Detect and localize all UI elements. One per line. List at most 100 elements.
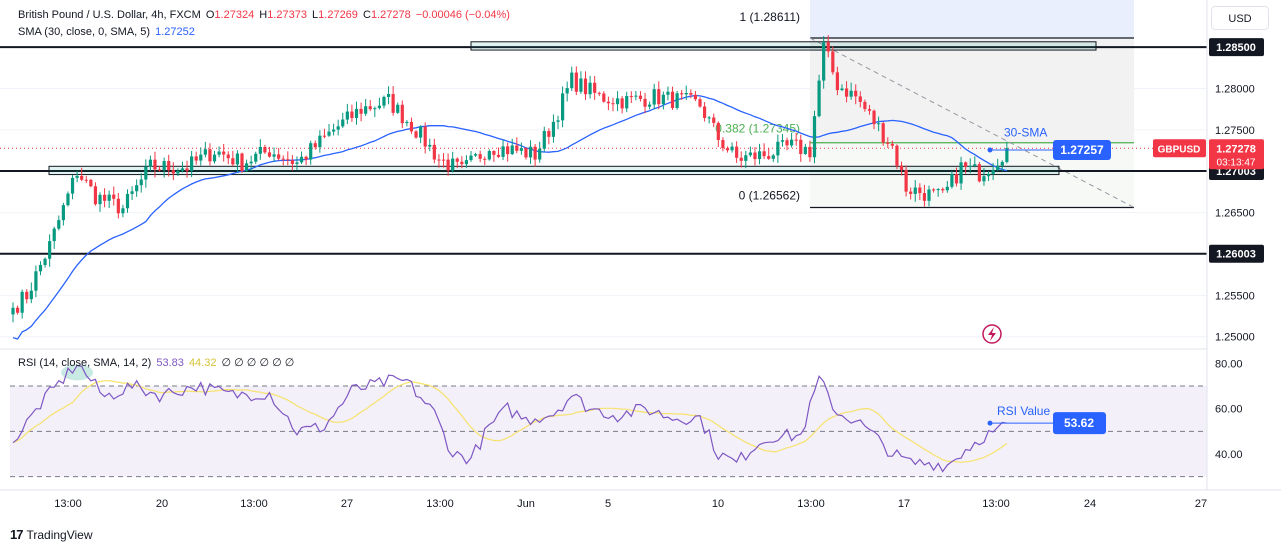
candle-body xyxy=(519,148,523,151)
rsi-overbought-highlight xyxy=(61,364,94,381)
last-price-tag-bg xyxy=(1209,139,1264,170)
candle-body xyxy=(277,154,281,159)
legend-low: 1.27269 xyxy=(318,9,358,21)
candle-body xyxy=(244,163,249,172)
time-tick-label: 13:00 xyxy=(240,498,268,510)
candle-body xyxy=(171,170,175,174)
candle-body xyxy=(25,291,29,300)
candle-body xyxy=(162,160,166,171)
candle-body xyxy=(112,194,116,199)
resistance-zone xyxy=(470,41,1097,51)
rsi-line xyxy=(12,364,1008,473)
candle-body xyxy=(437,159,441,161)
candle-body xyxy=(107,194,111,201)
candle-body xyxy=(185,168,189,171)
time-tick-label: 24 xyxy=(1084,498,1096,510)
candles xyxy=(11,35,1009,323)
candle-body xyxy=(606,101,610,104)
candle-body xyxy=(771,155,775,159)
candle-body xyxy=(364,106,368,114)
candle-body xyxy=(281,158,285,160)
candle-body xyxy=(799,139,803,154)
candle-body xyxy=(812,116,817,158)
candle-body xyxy=(290,160,294,164)
price-tick-label: 1.28000 xyxy=(1215,84,1255,96)
candle-body xyxy=(309,143,313,160)
candle-body xyxy=(295,162,299,164)
time-tick-label: 13:00 xyxy=(426,498,454,510)
candle-body xyxy=(964,162,968,167)
candle-body xyxy=(725,148,730,151)
candle-body xyxy=(405,121,409,124)
candle-body xyxy=(396,104,400,113)
candle-body xyxy=(895,145,899,166)
candle-body xyxy=(414,131,418,138)
candle-body xyxy=(400,104,404,124)
candle-body xyxy=(327,131,331,136)
candle-body xyxy=(483,158,487,160)
currency-button[interactable]: USD xyxy=(1211,6,1269,30)
candle-body xyxy=(157,169,162,171)
candle-body xyxy=(409,121,414,132)
candle-body xyxy=(103,194,107,201)
rsi-axis[interactable]: 80.00 60.00 40.00 xyxy=(1215,358,1243,461)
legend-rsi-label[interactable]: RSI (14, close, SMA, 14, 2) xyxy=(18,357,152,369)
legend-rsi-ma-value: 44.32 xyxy=(188,357,217,369)
candle-body xyxy=(332,129,336,132)
candle-body xyxy=(822,42,826,81)
candle-body xyxy=(43,258,47,265)
price-axis[interactable]: 1.25000 1.25500 1.26500 1.27500 1.28000 1.285… xyxy=(1153,38,1264,344)
candle-body xyxy=(61,205,65,221)
candle-body xyxy=(135,185,139,192)
fib-trend-line xyxy=(809,37,1135,208)
candle-body xyxy=(968,165,972,167)
fibonacci-zone: 1 (1.28611) 0.382 (1.27345) 0 (1.26562) xyxy=(715,0,1135,209)
candle-body xyxy=(794,139,798,141)
legend-high-label: H xyxy=(259,9,268,21)
candle-body xyxy=(561,93,565,121)
candle-body xyxy=(501,146,505,157)
candle-body xyxy=(11,307,15,315)
candle-body xyxy=(48,241,52,259)
legend-symbol[interactable]: British Pound / U.S. Dollar, 4h, FXCM xyxy=(18,9,201,21)
legend-sma-label[interactable]: SMA (30, close, 0, SMA, 5) xyxy=(18,26,151,38)
candle-body xyxy=(547,130,551,137)
legend-sma-row: SMA (30, close, 0, SMA, 5) 1.27252 xyxy=(18,26,195,38)
candle-body xyxy=(909,191,913,194)
candle-body xyxy=(890,143,894,146)
time-axis[interactable]: 13:00 20 13:00 27 13:00 Jun 5 10 13:00 17 13:00 24 2… xyxy=(54,498,1207,510)
candle-body xyxy=(167,160,171,171)
candle-body xyxy=(739,157,743,161)
candle-body xyxy=(121,208,125,214)
price-tick-label: 1.25500 xyxy=(1215,290,1255,302)
candle-body xyxy=(286,159,290,161)
candle-body xyxy=(487,151,491,160)
sma-callout-dot xyxy=(987,147,993,153)
candle-body xyxy=(180,168,185,171)
candle-body xyxy=(565,88,569,94)
rsi-callout-dot xyxy=(987,420,993,426)
candle-body xyxy=(877,123,881,125)
lightning-icon-glyph xyxy=(988,327,996,341)
candle-body xyxy=(322,135,327,137)
candle-body xyxy=(808,146,812,158)
candle-body xyxy=(730,146,734,151)
candle-body xyxy=(680,93,684,95)
candle-body xyxy=(936,189,940,191)
tradingview-logo[interactable]: 17 TradingView xyxy=(10,527,93,542)
candle-body xyxy=(382,96,386,106)
candle-body xyxy=(451,158,455,171)
candle-body xyxy=(954,174,959,184)
candle-body xyxy=(249,161,253,164)
candle-body xyxy=(1005,148,1009,162)
candle-body xyxy=(263,146,267,153)
candle-body xyxy=(373,108,377,110)
candle-body xyxy=(299,156,304,163)
candle-body xyxy=(735,146,739,158)
candle-body xyxy=(899,165,904,170)
candle-body xyxy=(304,156,308,160)
candle-body xyxy=(835,72,839,91)
candle-body xyxy=(222,151,226,155)
candle-body xyxy=(432,144,436,160)
